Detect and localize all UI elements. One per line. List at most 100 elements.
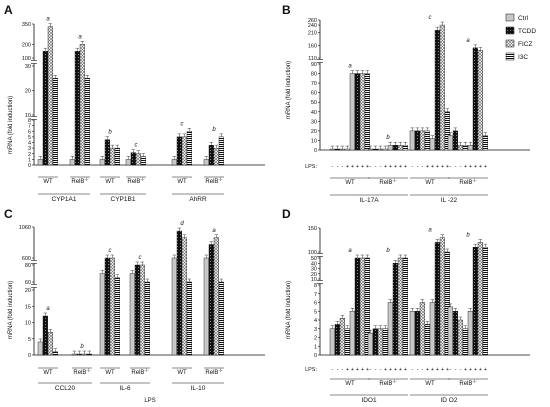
bar (447, 135, 453, 151)
panel-label-b: B (282, 3, 291, 17)
bar (109, 147, 115, 166)
bar (447, 306, 453, 356)
bar (429, 302, 435, 356)
bar (181, 136, 187, 166)
bar (84, 78, 90, 166)
tick-label: 8 (314, 283, 317, 289)
tick-label: 20 (311, 129, 317, 135)
bar (218, 281, 224, 356)
lps-mark: + (431, 367, 434, 373)
tick-label: 10 (311, 138, 317, 144)
lps-mark: - (332, 367, 334, 373)
bar (482, 135, 488, 151)
tick-label: 30 (25, 64, 31, 70)
bar (387, 302, 393, 356)
bar (47, 332, 53, 356)
lps-mark: + (479, 164, 482, 170)
significance-letter: a (78, 34, 82, 40)
legend-swatch (505, 13, 515, 22)
bar (79, 44, 85, 166)
lps-mark: + (394, 164, 397, 170)
tick-label: 60 (25, 280, 31, 286)
tick-label: 50 (311, 256, 317, 262)
axis-break (317, 59, 533, 63)
axis-break (31, 60, 268, 64)
bar (367, 332, 373, 356)
lps-mark: - (455, 367, 457, 373)
bar (329, 328, 335, 356)
bar (402, 145, 408, 151)
bar (104, 139, 110, 166)
bar (367, 148, 373, 151)
tick-label: 50 (311, 100, 317, 106)
bar (462, 328, 468, 356)
lps-mark: + (404, 367, 407, 373)
tick-label: 0 (314, 353, 317, 359)
lps-mark: + (351, 164, 354, 170)
lps-mark: + (474, 367, 477, 373)
bar (344, 328, 350, 356)
bar (359, 257, 365, 356)
group-label-relb: RelB-/- (73, 368, 91, 377)
tick-label: 100 (308, 250, 317, 256)
gene-label: IL -22 (441, 197, 458, 204)
lps-mark: + (356, 164, 359, 170)
tick-label: 110 (308, 56, 317, 62)
gene-label: CYP1A1 (52, 196, 77, 203)
lps-mark: + (346, 367, 349, 373)
legend-entry: I3C (518, 54, 528, 61)
bar (409, 311, 415, 356)
bar (354, 257, 360, 356)
tick-label: 0 (28, 163, 31, 169)
bar (176, 230, 182, 356)
gene-label: IL-10 (191, 385, 206, 392)
lps-mark: + (351, 367, 354, 373)
group-label-relb: RelB-/- (131, 368, 149, 377)
bar (213, 147, 219, 166)
significance-letter: a (466, 38, 470, 44)
legend-swatch (505, 26, 515, 35)
tick-label: 7 (314, 292, 317, 298)
lps-mark: - (450, 367, 452, 373)
group-label-wt: WT (105, 370, 115, 376)
significance-letter: a (428, 228, 432, 234)
bar (439, 237, 445, 356)
tick-label: 80 (311, 72, 317, 78)
bar (171, 257, 177, 356)
bar (186, 131, 192, 166)
significance-letter: a (348, 64, 352, 70)
tick-label: 70 (311, 81, 317, 87)
bar (52, 351, 58, 356)
tick-label: 20 (25, 89, 31, 95)
legend-swatch (505, 52, 515, 61)
bar (419, 302, 425, 356)
bar (213, 237, 219, 356)
tick-label: 1 (314, 344, 317, 350)
gene-label: CCL20 (55, 385, 76, 392)
lps-mark: + (361, 367, 364, 373)
bar (140, 156, 146, 166)
tick-label: 3 (28, 146, 31, 152)
lps-mark: + (469, 164, 472, 170)
lps-mark: + (446, 367, 449, 373)
lps-mark: + (426, 164, 429, 170)
bar (344, 148, 350, 151)
tick-label: 15 (25, 304, 31, 310)
bar (439, 24, 445, 151)
bar (114, 277, 120, 356)
tick-label: 30 (311, 267, 317, 273)
bar (76, 353, 82, 356)
bar (329, 148, 335, 151)
tick-label: 5 (314, 309, 317, 315)
bar (409, 130, 415, 151)
bar (114, 147, 120, 166)
lps-mark: + (441, 164, 444, 170)
significance-letter: c (429, 15, 432, 21)
tick-label: 6 (28, 129, 31, 135)
group-label-relb: RelB-/- (205, 368, 223, 377)
lps-mark: - (380, 367, 382, 373)
lps-mark: + (384, 367, 387, 373)
lps-mark: + (441, 367, 444, 373)
group-label-relb: RelB-/- (127, 177, 145, 186)
